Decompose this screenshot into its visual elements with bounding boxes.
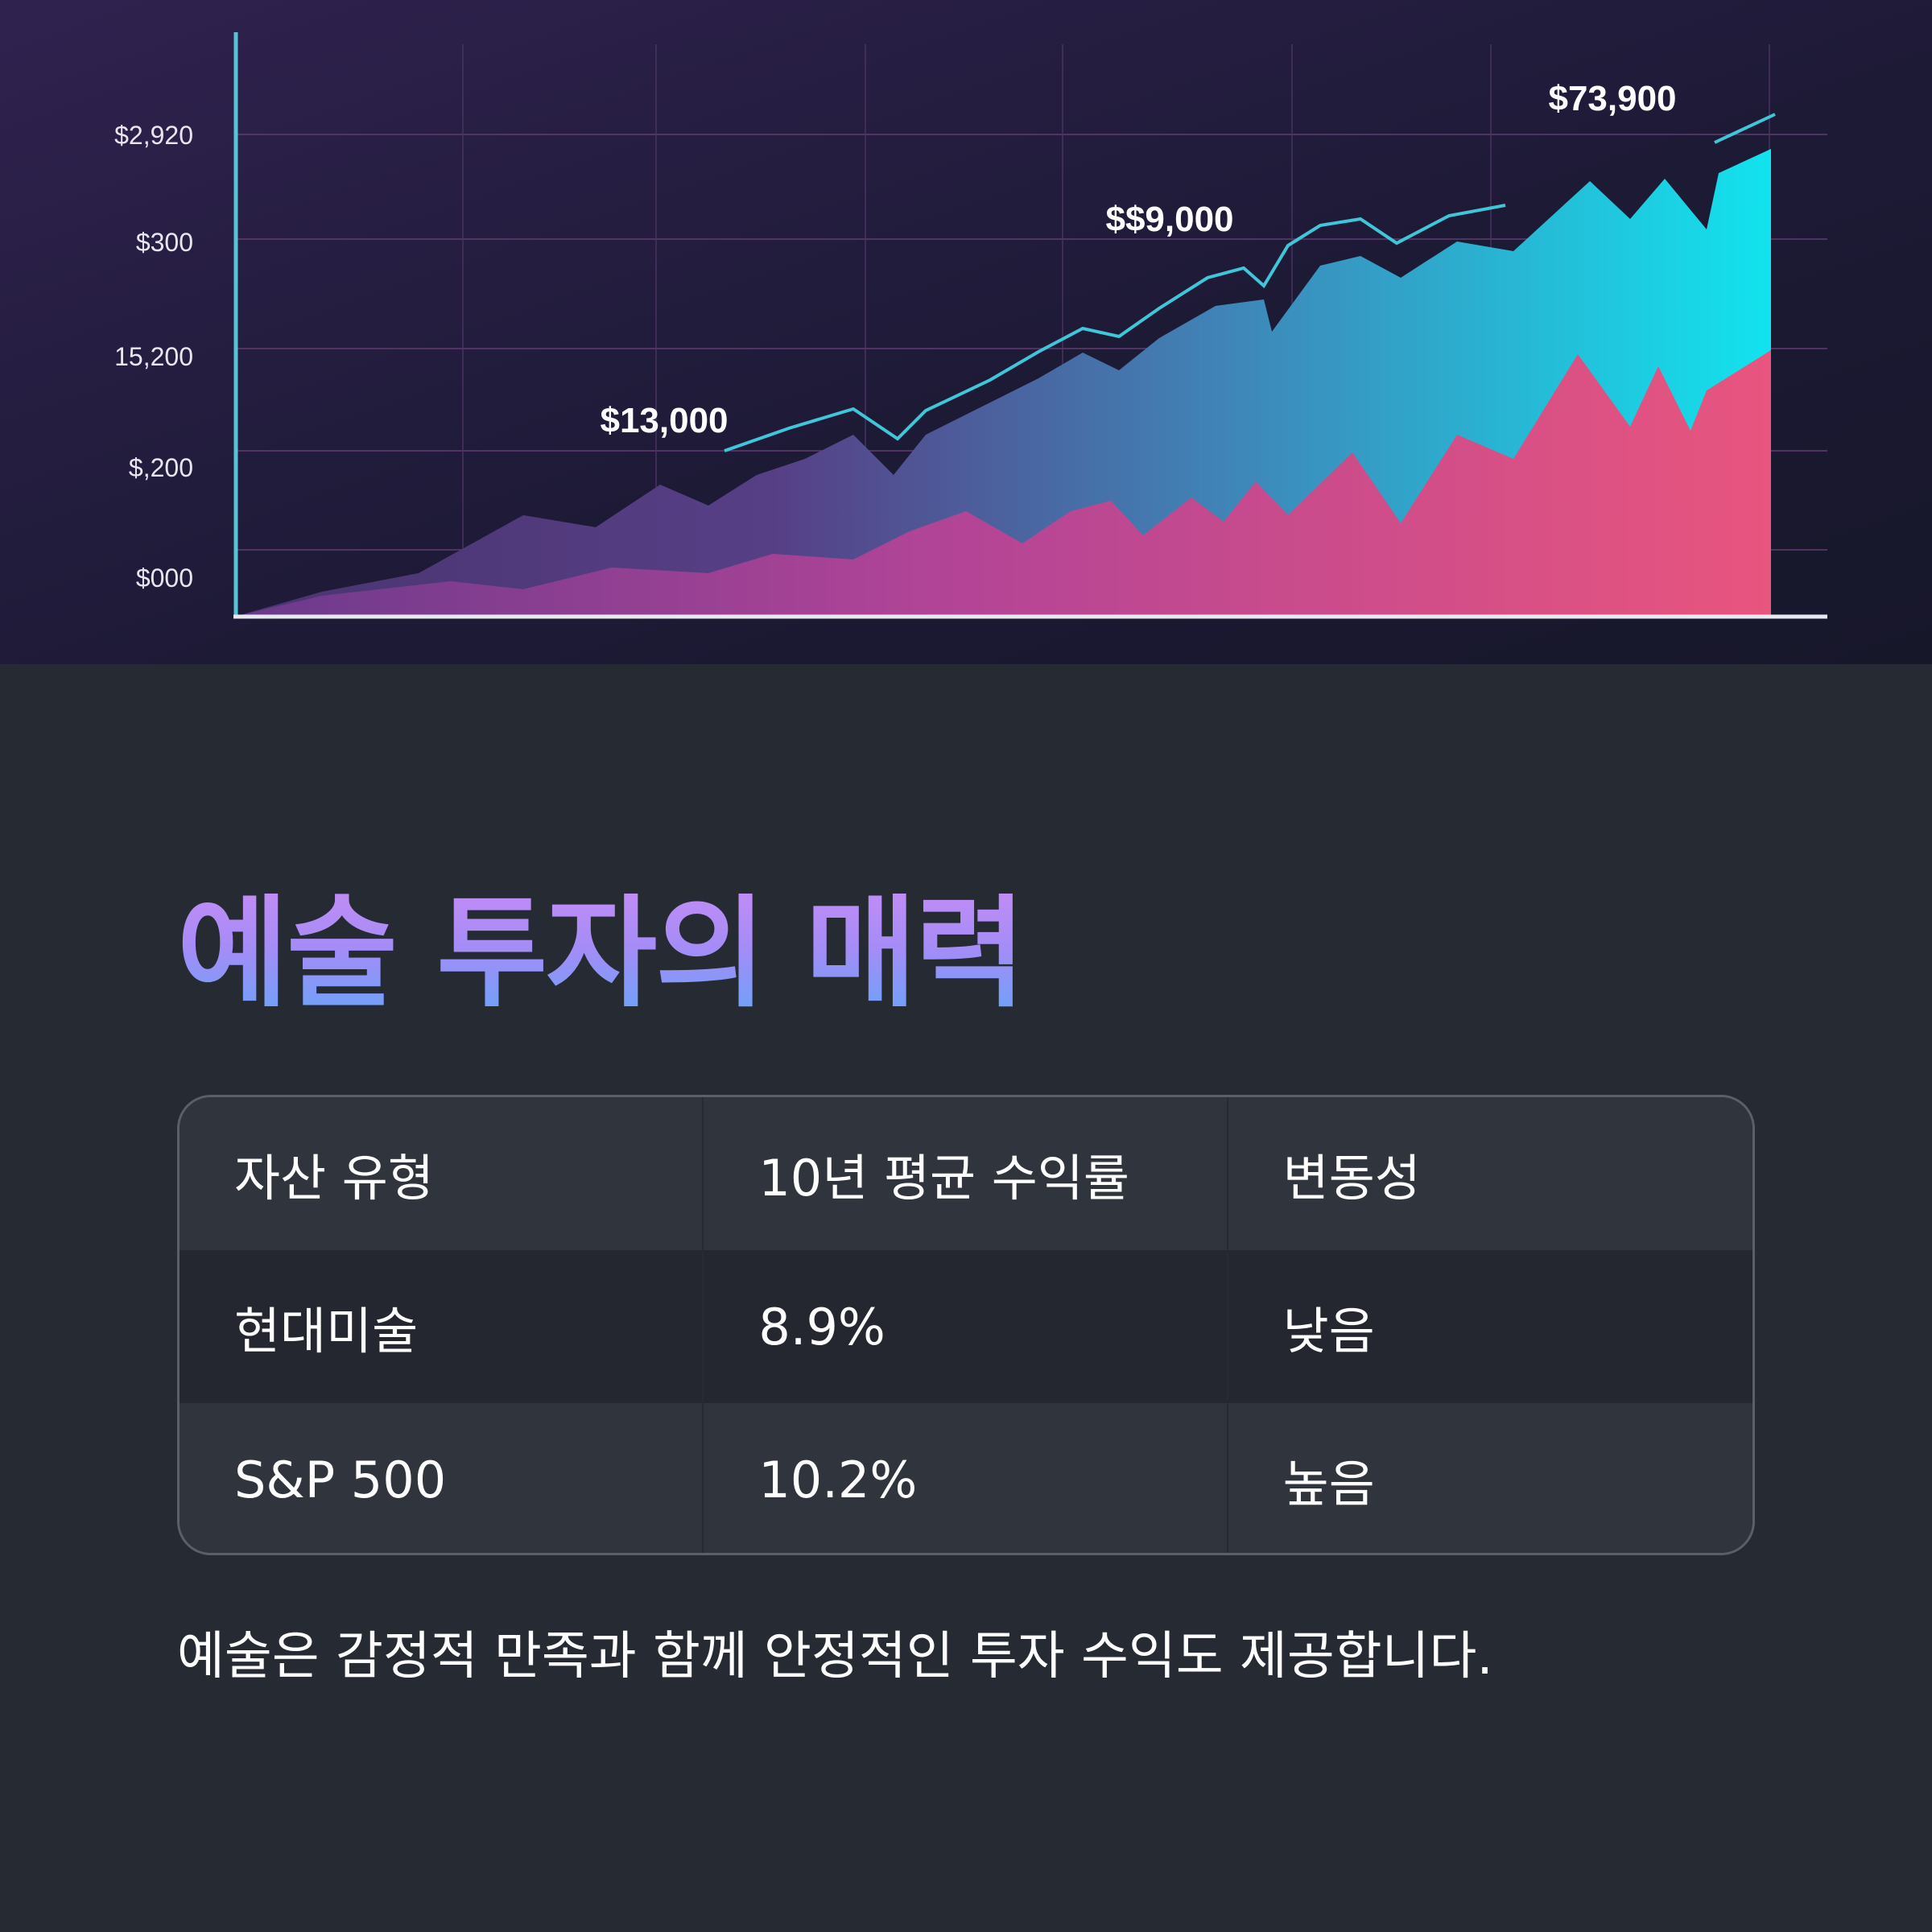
cell-volatility: 높음: [1282, 1455, 1375, 1513]
section-title: 예술 투자의 매력: [177, 884, 1026, 1024]
growth-area-chart: $2,920 $300 15,200 $,200 $000 $13,000 $$9,000…: [0, 0, 1932, 664]
cell-asset-type: S&P 500: [180, 1403, 704, 1553]
chart-annotations: $13,000 $$9,000 $73,900: [600, 79, 1676, 440]
chart-axes: [233, 32, 1827, 619]
table-row: S&P 500 10.2% 높음: [180, 1403, 1752, 1553]
cell-volatility: 낮음: [1282, 1302, 1375, 1360]
hero-chart-image: $2,920 $300 15,200 $,200 $000 $13,000 $$9,000…: [0, 0, 1932, 664]
y-tick-label: $2,920: [114, 121, 193, 150]
y-tick-label: $,200: [129, 453, 193, 482]
header-asset-type: 자산 유형: [180, 1097, 704, 1250]
data-label: $13,000: [600, 401, 728, 440]
y-axis-labels: $2,920 $300 15,200 $,200 $000: [114, 121, 193, 592]
returns-table: 자산 유형 10년 평균 수익률 변동성 현대미술 8.9% 낮음 S&P 50…: [177, 1095, 1755, 1555]
trend-line-segment: [1714, 113, 1776, 144]
data-label: $$9,000: [1105, 200, 1233, 239]
trend-line: [724, 204, 1506, 452]
table-row: 현대미술 8.9% 낮음: [180, 1250, 1752, 1403]
table-header-row: 자산 유형 10년 평균 수익률 변동성: [180, 1097, 1752, 1250]
cell-asset-type: 현대미술: [180, 1250, 704, 1403]
header-volatility: 변동성: [1282, 1149, 1421, 1208]
cell-avg-return: 10.2%: [704, 1403, 1228, 1553]
upper-area: [237, 149, 1771, 616]
section-caption: 예술은 감정적 만족과 함께 안정적인 투자 수익도 제공합니다.: [177, 1627, 1493, 1686]
y-tick-label: $300: [136, 228, 193, 257]
header-avg-return: 10년 평균 수익률: [704, 1097, 1228, 1250]
cell-avg-return: 8.9%: [704, 1250, 1228, 1403]
y-tick-label: 15,200: [114, 342, 193, 371]
lower-area: [237, 350, 1771, 616]
y-tick-label: $000: [136, 564, 193, 592]
data-label: $73,900: [1548, 79, 1676, 118]
chart-areas: [237, 113, 1776, 616]
